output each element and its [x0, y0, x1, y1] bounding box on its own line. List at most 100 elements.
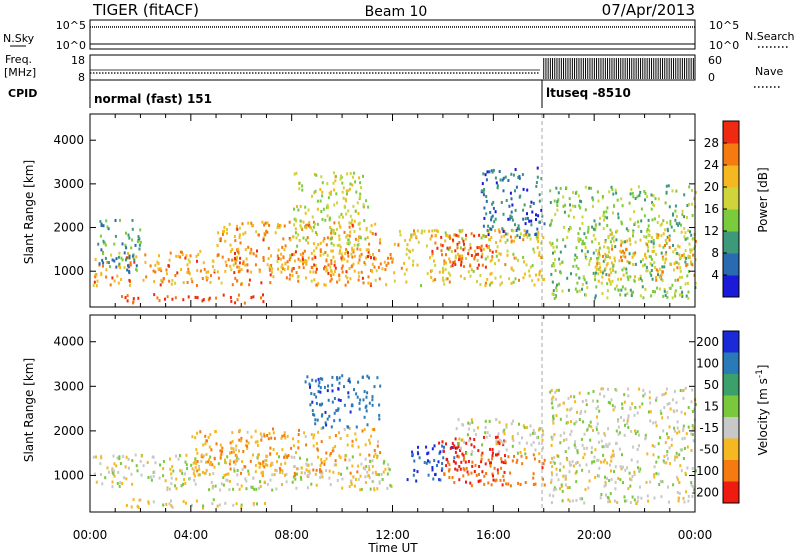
data-cell	[300, 471, 303, 475]
data-cell	[276, 226, 279, 229]
data-cell	[510, 228, 513, 232]
data-cell	[316, 418, 319, 422]
data-cell	[535, 273, 537, 277]
data-cell	[585, 446, 588, 450]
data-cell	[612, 192, 615, 196]
data-cell	[333, 411, 336, 415]
data-cell	[581, 221, 584, 225]
data-cell	[629, 484, 632, 488]
data-cell	[462, 474, 465, 478]
data-cell	[353, 254, 356, 258]
colorbar-label-superscript: -1	[755, 369, 765, 378]
data-cell	[353, 171, 356, 175]
data-cell	[578, 227, 581, 231]
data-cell	[371, 428, 374, 431]
data-cell	[620, 255, 622, 259]
data-cell	[122, 454, 125, 458]
data-cell	[94, 258, 97, 261]
data-cell	[373, 455, 375, 458]
data-cell	[514, 168, 517, 171]
data-cell	[673, 389, 676, 393]
data-cell	[461, 237, 464, 241]
data-cell	[456, 446, 459, 450]
data-cell	[417, 452, 420, 456]
data-cell	[519, 483, 522, 486]
data-cell	[293, 223, 296, 227]
data-cell	[465, 257, 467, 260]
data-cell	[650, 255, 652, 259]
data-cell	[621, 465, 624, 469]
data-cell	[315, 468, 318, 472]
data-cell	[637, 277, 640, 281]
data-cell	[683, 436, 686, 440]
data-cell	[313, 172, 316, 176]
data-cell	[366, 236, 369, 239]
data-cell	[296, 472, 298, 476]
data-cell	[324, 265, 327, 269]
data-cell	[467, 472, 470, 476]
data-cell	[542, 446, 544, 450]
colorbar-segment	[723, 352, 739, 375]
data-cell	[444, 231, 447, 235]
data-cell	[304, 471, 306, 475]
data-cell	[570, 463, 573, 467]
data-cell	[191, 467, 194, 471]
data-cell	[357, 464, 360, 468]
data-cell	[391, 260, 394, 264]
data-cell	[617, 425, 620, 429]
data-cell	[447, 271, 450, 275]
data-cell	[351, 255, 354, 259]
data-cell	[261, 470, 264, 474]
data-cell	[351, 223, 354, 227]
data-cell	[175, 487, 178, 491]
data-cell	[615, 429, 618, 433]
data-cell	[650, 257, 653, 261]
data-cell	[224, 239, 227, 243]
data-cell	[673, 426, 676, 430]
data-cell	[119, 218, 121, 222]
data-cell	[232, 487, 235, 491]
data-cell	[286, 434, 289, 438]
data-cell	[184, 481, 187, 485]
data-cell	[624, 293, 627, 297]
data-cell	[500, 460, 503, 464]
data-cell	[458, 241, 461, 244]
data-cell	[196, 269, 199, 273]
data-cell	[562, 195, 565, 199]
data-cell	[420, 231, 423, 235]
data-cell	[364, 467, 366, 471]
data-cell	[603, 445, 606, 449]
data-cell	[196, 284, 198, 287]
data-cell	[511, 459, 514, 463]
data-cell	[310, 462, 313, 466]
data-cell	[387, 463, 390, 467]
data-cell	[567, 396, 570, 400]
data-cell	[609, 228, 612, 232]
data-cell	[686, 236, 689, 240]
data-cell	[503, 432, 506, 436]
data-cell	[651, 444, 654, 448]
data-cell	[330, 241, 333, 245]
data-cell	[311, 400, 314, 404]
data-cell	[268, 268, 271, 272]
data-cell	[581, 239, 584, 243]
data-cell	[358, 195, 361, 199]
data-cell	[379, 241, 382, 245]
data-cell	[204, 439, 207, 443]
data-cell	[272, 275, 275, 279]
data-cell	[575, 246, 578, 250]
data-cell	[358, 235, 361, 239]
data-cell	[218, 237, 221, 241]
data-cell	[611, 247, 614, 251]
data-cell	[557, 191, 560, 195]
data-cell	[140, 454, 143, 458]
data-cell	[586, 230, 589, 234]
data-cell	[597, 279, 600, 283]
data-cell	[657, 455, 660, 459]
data-cell	[551, 264, 553, 268]
data-cell	[190, 503, 193, 507]
data-cell	[345, 248, 348, 252]
data-cell	[166, 488, 169, 492]
data-cell	[634, 262, 637, 266]
